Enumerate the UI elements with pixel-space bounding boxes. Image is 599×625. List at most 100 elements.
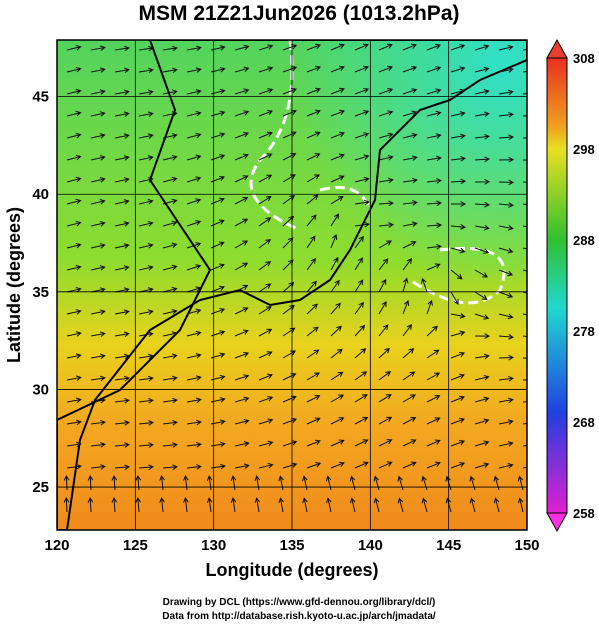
wind-arrow [522,401,527,403]
wind-arrow [186,154,202,161]
colorbar-tick-label: 288 [573,233,595,248]
wind-arrow [450,111,466,117]
wind-arrow [354,371,368,381]
wind-arrow [450,156,466,162]
wind-arrow [114,111,130,117]
wind-arrow [138,464,154,471]
wind-arrow [402,371,416,381]
wind-arrow [282,65,298,73]
wind-arrow [114,442,130,448]
wind-arrow [87,474,94,491]
wind-arrow [135,475,142,491]
wind-arrow [66,397,82,404]
wind-arrow [162,309,178,315]
wind-arrow [426,349,440,359]
wind-arrow [114,89,130,96]
wind-arrow [138,309,154,315]
wind-arrow [474,89,490,95]
x-tick-label: 125 [123,537,148,554]
wind-arrow [234,351,250,359]
wind-arrow [354,65,369,73]
wind-arrow [234,374,250,381]
wind-arrow [210,132,226,139]
wind-arrow [378,394,392,403]
wind-arrow [330,233,338,249]
wind-arrow [90,309,106,315]
wind-arrow [90,45,106,51]
wind-arrow [450,66,466,73]
wind-arrow [186,198,202,205]
wind-arrow [138,397,154,404]
wind-arrow [234,218,249,227]
wind-arrow [111,474,118,491]
wind-arrow [162,45,178,52]
wind-arrow [302,475,308,491]
wind-arrow [522,225,527,228]
wind-arrow [378,222,394,228]
wind-arrow [354,154,370,161]
wind-arrow [474,156,491,163]
wind-arrow [63,496,70,513]
wind-arrow [114,353,130,360]
y-label: Latitude (degrees) [4,207,24,363]
wind-arrow [522,203,527,206]
wind-arrow [87,496,94,513]
wind-arrow [234,196,249,205]
wind-arrow [114,199,130,205]
wind-arrow [450,313,466,319]
wind-arrow [402,394,416,403]
wind-arrow [402,439,417,447]
wind-arrow [522,247,527,250]
wind-arrow [306,87,322,95]
wind-arrow [450,395,466,403]
wind-arrow [114,155,130,161]
wind-arrow [66,88,82,95]
wind-arrow [234,175,249,183]
wind-arrow [378,132,394,139]
x-tick-label: 135 [279,537,304,554]
wind-arrow [498,313,514,320]
wind-arrow [258,328,273,337]
wind-arrow [426,439,441,447]
wind-arrow [90,464,106,470]
wind-arrow [378,43,393,51]
wind-arrow [402,200,418,206]
wind-arrow [162,242,178,249]
wind-arrow [426,43,442,51]
credit: Drawing by DCL (https://www.gfd-dennou.o… [163,597,436,608]
wind-arrow [234,110,250,117]
wind-arrow [474,224,490,231]
wind-arrow [210,88,226,95]
wind-arrow [402,221,418,227]
wind-arrow [138,89,154,96]
wind-arrow [66,353,82,359]
wind-arrow [498,334,514,340]
wind-arrow [282,109,297,117]
wind-arrow [426,299,433,315]
wind-arrow [306,109,321,117]
wind-arrow [306,43,322,51]
wind-arrow [349,497,356,513]
wind-arrow [450,201,467,207]
wind-arrow [258,418,274,425]
wind-arrow [330,394,345,403]
wind-arrow [138,265,154,271]
wind-arrow [402,43,417,51]
wind-arrow [378,371,392,381]
wind-arrow [66,331,82,337]
wind-arrow [66,220,82,227]
wind-arrow [498,67,514,73]
wind-arrow [450,291,459,305]
wind-arrow [90,419,106,426]
wind-arrow [306,194,319,205]
wind-arrow [517,497,524,513]
wind-arrow [258,396,274,403]
wind-arrow [66,463,82,470]
wind-arrow [474,66,490,73]
wind-arrow [258,153,273,161]
wind-arrow [162,264,178,271]
wind-arrow [498,269,514,277]
wind-arrow [258,283,272,293]
wind-arrow [186,330,202,337]
wind-arrow [138,220,154,227]
